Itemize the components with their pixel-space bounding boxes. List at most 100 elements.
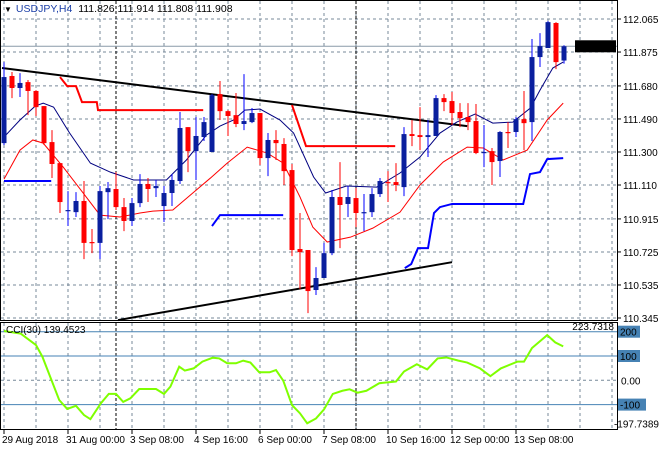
time-axis-label: 6 Sep 00:00 [258, 435, 312, 446]
upper-step-line [59, 76, 204, 112]
price-axis-label: 111.875 [623, 48, 658, 59]
candle-body [233, 115, 239, 124]
time-axis-label: 4 Sep 16:00 [194, 435, 248, 446]
candle-body [337, 197, 343, 206]
candle-body [545, 22, 551, 49]
moving-average-fast [3, 61, 564, 194]
cci-level-label: -100 [620, 401, 640, 412]
candle-body [313, 278, 319, 291]
candle-body [505, 131, 511, 134]
time-axis-label: 13 Sep 08:00 [514, 435, 574, 446]
cci-indicator-label: CCI(30) 139.4523 [6, 325, 86, 336]
cci-level-label: 0.00 [621, 376, 641, 387]
price-axis-label: 110.915 [623, 215, 659, 226]
candle-body [441, 98, 447, 103]
candle-body [433, 98, 439, 136]
candle-body [217, 94, 223, 112]
time-axis-label: 31 Aug 00:00 [66, 435, 125, 446]
trendline [117, 261, 453, 322]
candle-body [489, 151, 495, 163]
candle-body [225, 111, 231, 117]
price-axis-label: 110.725 [623, 248, 659, 259]
close-price: 111.908 [196, 3, 233, 15]
candle-body [353, 198, 359, 214]
candle-body [161, 193, 167, 207]
candle-body [265, 139, 271, 159]
candle-body [273, 139, 279, 144]
candle-body [89, 242, 95, 244]
candle-body [145, 183, 151, 190]
upper-step-line [291, 104, 396, 148]
candle-body [97, 191, 103, 243]
candle-body [417, 135, 423, 138]
candle-body [193, 135, 199, 152]
price-axis-label: 112.065 [623, 15, 659, 26]
candle-body [9, 76, 15, 89]
cci-panel[interactable] [0, 322, 618, 430]
cci-level-badge [618, 350, 640, 362]
candle-body [209, 95, 215, 152]
chart-title: ▼ USDJPY,H4 111.826 111.914 111.808 111.9… [4, 3, 233, 15]
candle-body [105, 188, 111, 193]
cci-level-label: 100 [620, 352, 637, 363]
candle-body [57, 163, 63, 203]
trendline [1, 67, 468, 128]
candle-body [137, 183, 143, 204]
candle-body [473, 121, 479, 154]
cci-line [3, 329, 564, 425]
candle-body [41, 106, 47, 144]
candle-body [345, 197, 351, 204]
candle-body [465, 117, 471, 123]
candle-body [329, 197, 335, 254]
open-price: 111.826 [78, 3, 115, 15]
candle-body [17, 82, 23, 89]
cci-max-label: 223.7318 [572, 322, 614, 333]
candle-body [513, 119, 519, 132]
candle-body [561, 46, 567, 61]
candle-body [449, 101, 455, 114]
candle-body [153, 186, 159, 189]
candle-body [409, 134, 415, 136]
candle-body [281, 143, 287, 172]
price-axis-label: 110.345 [623, 314, 659, 325]
candle-body [481, 151, 487, 154]
cci-level-label: 200 [620, 328, 637, 339]
candle-body [113, 189, 119, 208]
lower-step-line [404, 157, 564, 269]
candle-body [521, 119, 527, 124]
candle-body [185, 127, 191, 152]
current-price-box [575, 40, 616, 53]
candle-body [553, 22, 559, 63]
candle-body [401, 134, 407, 188]
candle-body [25, 82, 31, 91]
candle-body [49, 142, 55, 164]
candle-body [257, 113, 263, 159]
candle-body [121, 207, 127, 221]
candle-body [65, 210, 71, 212]
candle-body [201, 122, 207, 138]
candle-body [81, 201, 87, 243]
candle-body [529, 57, 535, 123]
candle-body [361, 212, 367, 214]
cci-level-badge [618, 325, 640, 338]
price-axis-label: 111.490 [623, 115, 658, 126]
candle-body [385, 182, 391, 184]
candle-body [1, 77, 7, 144]
time-axis-label: 3 Sep 08:00 [130, 435, 184, 446]
candle-body [289, 170, 295, 251]
time-axis-label: 12 Sep 00:00 [450, 435, 510, 446]
price-axis-label: 110.535 [623, 281, 659, 292]
candle-body [249, 113, 255, 123]
time-axis-label: 10 Sep 16:00 [386, 435, 446, 446]
candle-body [497, 131, 503, 162]
price-axis-label: 111.110 [623, 181, 657, 192]
price-axis-label: 111.680 [623, 82, 658, 93]
candle-body [129, 203, 135, 221]
candle-body [169, 179, 175, 194]
candle-body [305, 250, 311, 292]
candle-body [393, 182, 399, 186]
candle-body [377, 181, 383, 195]
triangle-down-icon[interactable]: ▼ [4, 5, 12, 14]
